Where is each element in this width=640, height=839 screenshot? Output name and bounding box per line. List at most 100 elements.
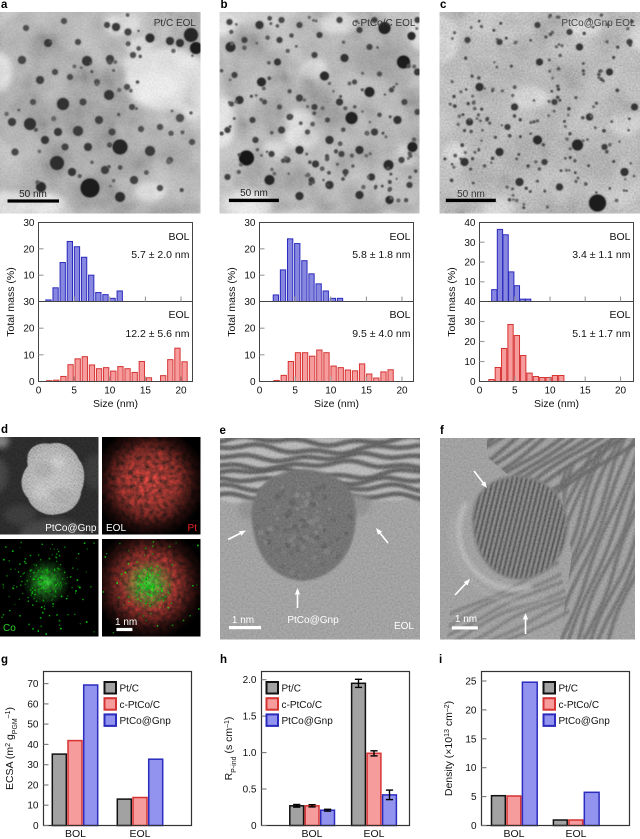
svg-text:f: f	[440, 425, 444, 437]
svg-text:c-PtCo/C: c-PtCo/C	[559, 700, 600, 711]
svg-text:50 nm: 50 nm	[240, 188, 268, 199]
svg-text:9.5 ± 4.0 nm: 9.5 ± 4.0 nm	[352, 328, 411, 340]
svg-text:30: 30	[464, 238, 476, 249]
svg-text:20: 20	[175, 386, 187, 397]
svg-text:10: 10	[104, 386, 116, 397]
svg-text:EOL: EOL	[106, 523, 126, 534]
svg-text:0: 0	[471, 821, 477, 832]
svg-text:20: 20	[27, 781, 39, 792]
svg-text:10: 10	[325, 386, 337, 397]
svg-text:EOL: EOL	[129, 828, 150, 839]
svg-text:Pt/C: Pt/C	[282, 684, 301, 695]
svg-text:10: 10	[544, 386, 556, 397]
svg-text:EOL: EOL	[168, 309, 189, 321]
svg-text:PtCo@Gnp: PtCo@Gnp	[120, 716, 172, 727]
svg-text:2.0: 2.0	[243, 675, 257, 686]
svg-text:c-PtCo/C: c-PtCo/C	[120, 700, 161, 711]
svg-text:15: 15	[140, 386, 152, 397]
svg-text:0: 0	[257, 386, 263, 397]
svg-text:Size (nm): Size (nm)	[93, 398, 138, 410]
svg-text:20: 20	[244, 324, 256, 335]
svg-text:1.5: 1.5	[243, 712, 257, 723]
svg-text:BOL: BOL	[168, 231, 189, 243]
svg-text:10: 10	[23, 350, 35, 361]
svg-text:EOL: EOL	[609, 309, 630, 321]
svg-text:15: 15	[580, 386, 592, 397]
svg-text:RP-ind (s cm–1): RP-ind (s cm–1)	[223, 717, 238, 781]
svg-text:EOL: EOL	[389, 231, 410, 243]
svg-text:20: 20	[396, 386, 408, 397]
svg-text:PtCo@Gnp: PtCo@Gnp	[282, 716, 334, 727]
svg-text:0: 0	[251, 821, 257, 832]
svg-text:b: b	[221, 0, 228, 11]
svg-text:50: 50	[27, 720, 39, 731]
svg-text:30: 30	[23, 297, 35, 308]
svg-text:20: 20	[464, 258, 476, 269]
svg-text:d: d	[1, 424, 8, 436]
svg-text:BOL: BOL	[503, 828, 524, 839]
svg-text:30: 30	[464, 317, 476, 328]
svg-text:5.7 ± 2.0 nm: 5.7 ± 2.0 nm	[131, 249, 190, 261]
svg-text:EOL: EOL	[394, 621, 414, 632]
svg-text:5: 5	[512, 386, 518, 397]
svg-text:40: 40	[27, 740, 39, 751]
svg-text:50 nm: 50 nm	[457, 189, 485, 200]
svg-text:15: 15	[361, 386, 373, 397]
svg-text:BOL: BOL	[301, 828, 322, 839]
svg-text:1 nm: 1 nm	[115, 617, 137, 628]
svg-text:20: 20	[244, 244, 256, 255]
svg-text:20: 20	[23, 324, 35, 335]
svg-text:20: 20	[464, 337, 476, 348]
svg-text:20: 20	[23, 244, 35, 255]
svg-text:BOL: BOL	[389, 309, 410, 321]
svg-text:BOL: BOL	[65, 828, 86, 839]
svg-text:10: 10	[27, 801, 39, 812]
svg-text:Total mass (%): Total mass (%)	[226, 267, 238, 336]
svg-text:30: 30	[244, 218, 256, 229]
svg-text:10: 10	[465, 763, 477, 774]
svg-text:Size (nm): Size (nm)	[534, 398, 579, 410]
svg-text:15: 15	[465, 734, 477, 745]
svg-text:Size (nm): Size (nm)	[314, 398, 359, 410]
svg-text:25: 25	[465, 677, 477, 688]
svg-text:50 nm: 50 nm	[19, 189, 47, 200]
svg-text:PtCo@Gnp: PtCo@Gnp	[287, 615, 339, 626]
svg-text:1 nm: 1 nm	[455, 614, 477, 625]
svg-text:40: 40	[464, 297, 476, 308]
svg-text:3.4 ± 1.1 nm: 3.4 ± 1.1 nm	[572, 249, 631, 261]
svg-text:c-PtCo/C: c-PtCo/C	[282, 700, 323, 711]
svg-text:40: 40	[464, 218, 476, 229]
svg-text:Co: Co	[3, 623, 16, 634]
svg-text:0: 0	[33, 821, 39, 832]
svg-text:PtCo@Gnp: PtCo@Gnp	[559, 716, 611, 727]
svg-text:0: 0	[29, 377, 35, 388]
svg-text:1 nm: 1 nm	[232, 615, 254, 626]
svg-text:0.5: 0.5	[243, 785, 257, 796]
svg-text:10: 10	[464, 277, 476, 288]
svg-text:5.1 ± 1.7 nm: 5.1 ± 1.7 nm	[572, 328, 631, 340]
svg-text:1.0: 1.0	[243, 748, 257, 759]
svg-text:PtCo@Gnp EOL: PtCo@Gnp EOL	[561, 18, 636, 29]
svg-text:Density (×1013 cm–2): Density (×1013 cm–2)	[443, 701, 455, 796]
svg-text:12.2 ± 5.6 nm: 12.2 ± 5.6 nm	[125, 328, 189, 340]
svg-text:EOL: EOL	[565, 828, 586, 839]
svg-text:20: 20	[465, 705, 477, 716]
svg-text:5: 5	[71, 386, 77, 397]
svg-text:a: a	[1, 0, 8, 11]
svg-text:5: 5	[471, 792, 477, 803]
svg-text:PtCo@Gnp: PtCo@Gnp	[45, 523, 97, 534]
svg-text:BOL: BOL	[609, 231, 630, 243]
svg-text:10: 10	[244, 271, 256, 282]
svg-text:10: 10	[23, 271, 35, 282]
svg-text:60: 60	[27, 699, 39, 710]
svg-text:g: g	[1, 654, 8, 666]
svg-text:Pt/C: Pt/C	[120, 684, 139, 695]
svg-text:0: 0	[36, 386, 42, 397]
svg-text:c-PtCo/C EOL: c-PtCo/C EOL	[352, 18, 416, 29]
svg-text:10: 10	[464, 357, 476, 368]
svg-text:0: 0	[470, 377, 476, 388]
svg-text:0: 0	[477, 386, 483, 397]
svg-text:10: 10	[244, 350, 256, 361]
svg-text:EOL: EOL	[363, 828, 384, 839]
svg-text:Total mass (%): Total mass (%)	[5, 267, 17, 336]
